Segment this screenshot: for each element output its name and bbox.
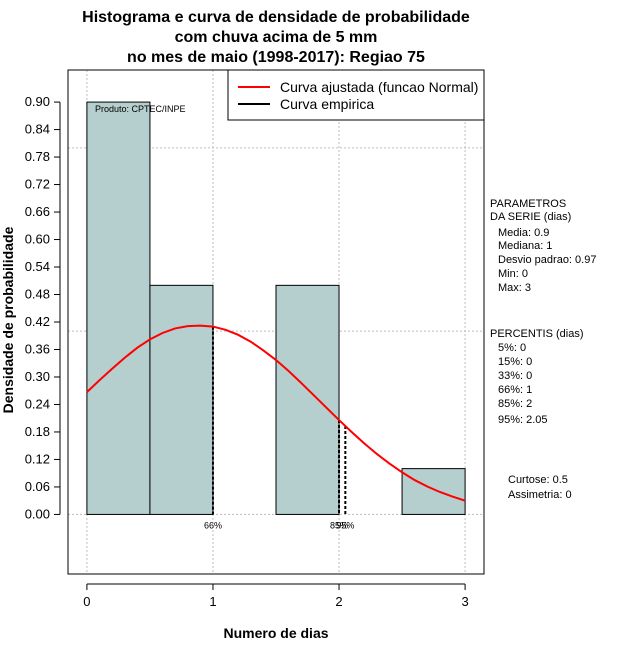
y-tick-label: 0.12 xyxy=(25,451,50,466)
y-tick-label: 0.54 xyxy=(25,259,50,274)
y-axis-title: Densidade de probabilidade xyxy=(0,226,16,413)
parametros-item: Min: 0 xyxy=(498,268,528,280)
y-tick-label: 0.90 xyxy=(25,94,50,109)
y-tick-label: 0.48 xyxy=(25,287,50,302)
y-tick-label: 0.72 xyxy=(25,177,50,192)
chart-title-line-2: com chuva acima de 5 mm xyxy=(175,29,378,46)
percentile-marker-label: 95% xyxy=(336,520,354,530)
legend: Curva ajustada (funcao Normal) Curva emp… xyxy=(227,69,485,121)
parametros-item: Max: 3 xyxy=(498,282,531,294)
parametros-header-2: DA SERIE (dias) xyxy=(490,211,571,223)
percentis-header: PERCENTIS (dias) xyxy=(490,328,584,340)
percentis-item: 66%: 1 xyxy=(498,384,532,396)
parametros-item: Desvio padrao: 0.97 xyxy=(498,254,596,266)
kurtosis-value: Curtose: 0.5 xyxy=(508,474,568,486)
histogram-bar xyxy=(275,284,340,515)
legend-box xyxy=(227,69,485,121)
legend-label-empirical: Curva empirica xyxy=(280,96,374,112)
parametros-item: Media: 0.9 xyxy=(498,227,549,239)
y-tick-label: 0.18 xyxy=(25,424,50,439)
percentile-marker-label: 66% xyxy=(204,520,222,530)
y-tick-label: 0.24 xyxy=(25,396,50,411)
fitted-normal-curve xyxy=(86,324,466,502)
skewness-value: Assimetria: 0 xyxy=(508,489,572,501)
percentis-item: 5%: 0 xyxy=(498,342,526,354)
y-tick-label: 0.06 xyxy=(25,479,50,494)
y-tick-label: 0.66 xyxy=(25,204,50,219)
legend-label-fitted: Curva ajustada (funcao Normal) xyxy=(280,79,478,95)
percentis-item: 85%: 2 xyxy=(498,398,532,410)
x-tick-label: 2 xyxy=(335,594,342,609)
y-tick-label: 0.36 xyxy=(25,341,50,356)
parametros-item: Mediana: 1 xyxy=(498,240,552,252)
percentile-marker-label: 85% xyxy=(330,520,348,530)
x-axis-title: Numero de dias xyxy=(223,625,328,641)
percentis-item: 95%: 2.05 xyxy=(498,414,548,426)
y-tick-label: 0.30 xyxy=(25,369,50,384)
y-tick-label: 0.84 xyxy=(25,122,50,137)
x-tick-label: 1 xyxy=(209,594,216,609)
chart-title-line-3: no mes de maio (1998-2017): Regiao 75 xyxy=(127,49,425,66)
y-tick-label: 0.00 xyxy=(25,506,50,521)
parametros-header-1: PARAMETROS xyxy=(490,198,566,210)
histogram-bar xyxy=(149,284,214,515)
histogram-bar xyxy=(86,101,151,515)
x-tick-label: 3 xyxy=(461,594,468,609)
x-tick-label: 0 xyxy=(83,594,90,609)
y-tick-label: 0.78 xyxy=(25,149,50,164)
series-parameters-panel: PARAMETROS DA SERIE (dias) Media: 0.9 Me… xyxy=(490,198,596,501)
chart-title-line-1: Histograma e curva de densidade de proba… xyxy=(82,9,470,26)
y-tick-label: 0.42 xyxy=(25,314,50,329)
histogram-bar xyxy=(401,468,466,515)
product-label: Produto: CPTEC/INPE xyxy=(95,104,186,114)
percentis-item: 15%: 0 xyxy=(498,356,532,368)
percentis-item: 33%: 0 xyxy=(498,370,532,382)
y-tick-label: 0.60 xyxy=(25,232,50,247)
